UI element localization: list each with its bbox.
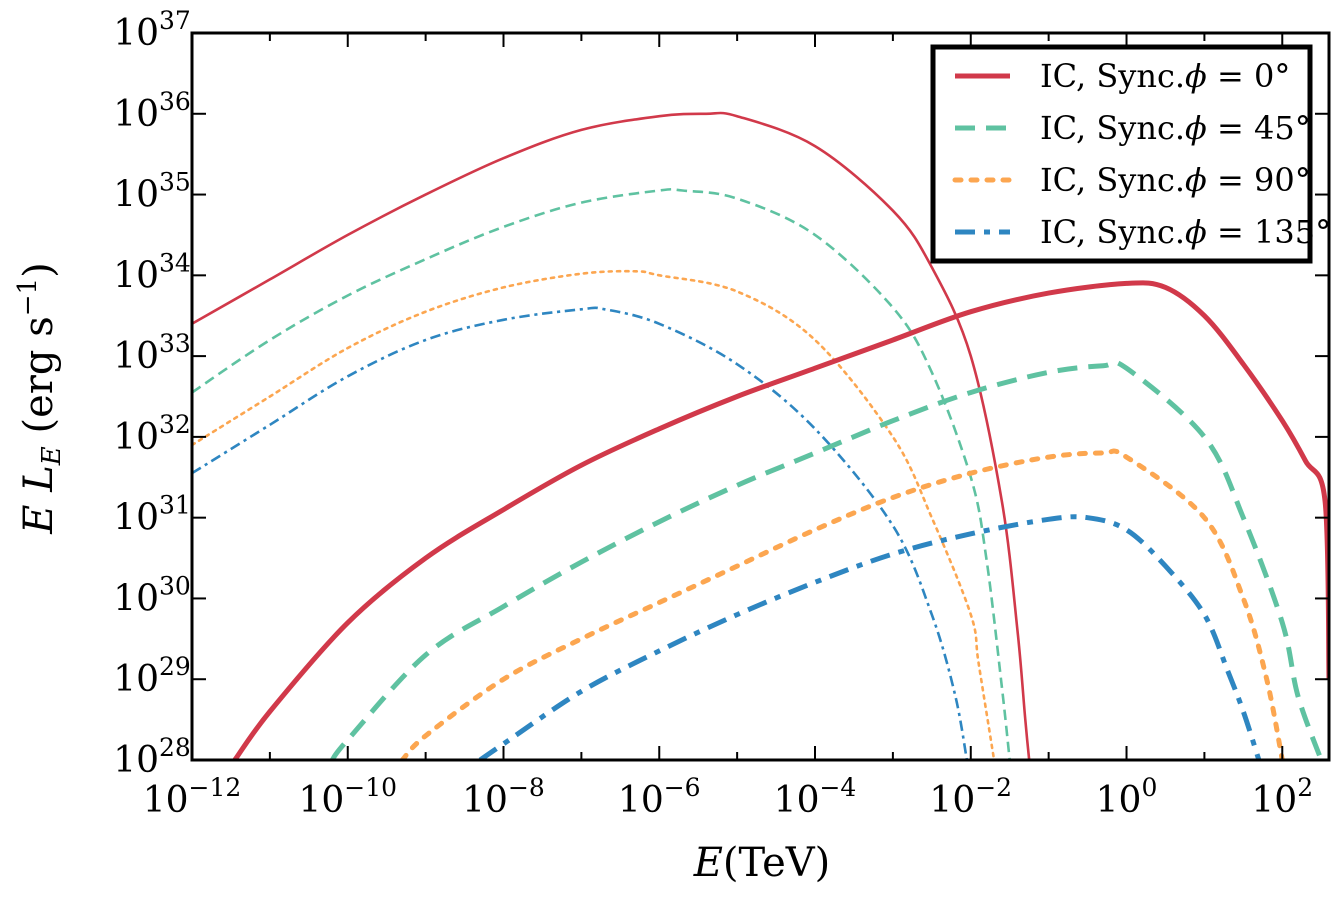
x-axis-label: E(TeV) — [693, 840, 831, 886]
series-line-ic-4 — [232, 280, 1329, 760]
series-line-sync-2 — [192, 269, 996, 760]
plot-frame — [190, 31, 1331, 762]
legend-entries: IC, Sync.ϕ = 0° IC, Sync.ϕ = 45° IC, Sync.… — [952, 57, 1331, 251]
legend-label: IC, Sync.ϕ = 135° — [1040, 213, 1331, 251]
series-line-ic-7 — [478, 514, 1262, 760]
y-tick-label: 1030 — [113, 571, 191, 619]
x-tick-label: 10−8 — [462, 773, 545, 821]
legend-label: IC, Sync.ϕ = 45° — [1040, 109, 1311, 147]
y-tick-label: 1036 — [113, 87, 191, 135]
x-axis-label-var: E — [693, 840, 723, 886]
y-tick-label: 1032 — [113, 410, 191, 458]
series-line-sync-3 — [192, 306, 969, 760]
y-tick-label: 1033 — [113, 329, 191, 377]
series-line-sync-1 — [192, 187, 1011, 760]
y-tick-label: 1029 — [113, 652, 191, 700]
x-tick-label: 10−10 — [298, 773, 397, 821]
y-axis-label: E LE (erg s−1) — [13, 262, 67, 534]
legend-box — [930, 44, 1313, 264]
series-line-ic-6 — [399, 448, 1285, 760]
x-tick-label: 10−2 — [929, 773, 1012, 821]
y-tick-label: 1028 — [113, 733, 191, 781]
y-axis-label-close: ) — [16, 262, 62, 278]
y-tick-label: 1035 — [113, 168, 191, 216]
legend-label: IC, Sync.ϕ = 0° — [1040, 57, 1290, 95]
y-axis-label-exp: −1 — [13, 278, 43, 316]
x-axis-ticks: 10−12 10−10 10−8 10−6 10−4 10−2 100 102 — [143, 33, 1313, 821]
legend: IC, Sync.ϕ = 0° IC, Sync.ϕ = 45° IC, Sync.… — [930, 44, 1331, 264]
legend-label: IC, Sync.ϕ = 90° — [1040, 161, 1311, 199]
y-axis-label-sub: E — [37, 446, 67, 466]
x-tick-label: 100 — [1096, 773, 1158, 821]
y-axis-ticks: 1028 1029 1030 1031 1032 1033 1034 1035 1036 1037 — [113, 6, 1329, 781]
y-tick-label: 1037 — [113, 6, 191, 54]
x-axis-label-unit: (TeV) — [723, 840, 830, 886]
series-layer — [192, 111, 1329, 760]
y-tick-label: 1031 — [113, 491, 191, 539]
x-tick-label: 102 — [1251, 773, 1313, 821]
series-line-sync-0 — [192, 111, 1031, 760]
x-tick-label: 10−4 — [774, 773, 857, 821]
x-tick-label: 10−12 — [143, 773, 242, 821]
y-axis-label-e: E — [16, 504, 62, 534]
y-axis-label-l: L — [16, 465, 62, 493]
y-tick-label: 1034 — [113, 248, 191, 296]
series-line-ic-5 — [330, 359, 1324, 760]
y-axis-label-units: (erg s — [16, 316, 62, 433]
x-tick-label: 10−6 — [618, 773, 701, 821]
